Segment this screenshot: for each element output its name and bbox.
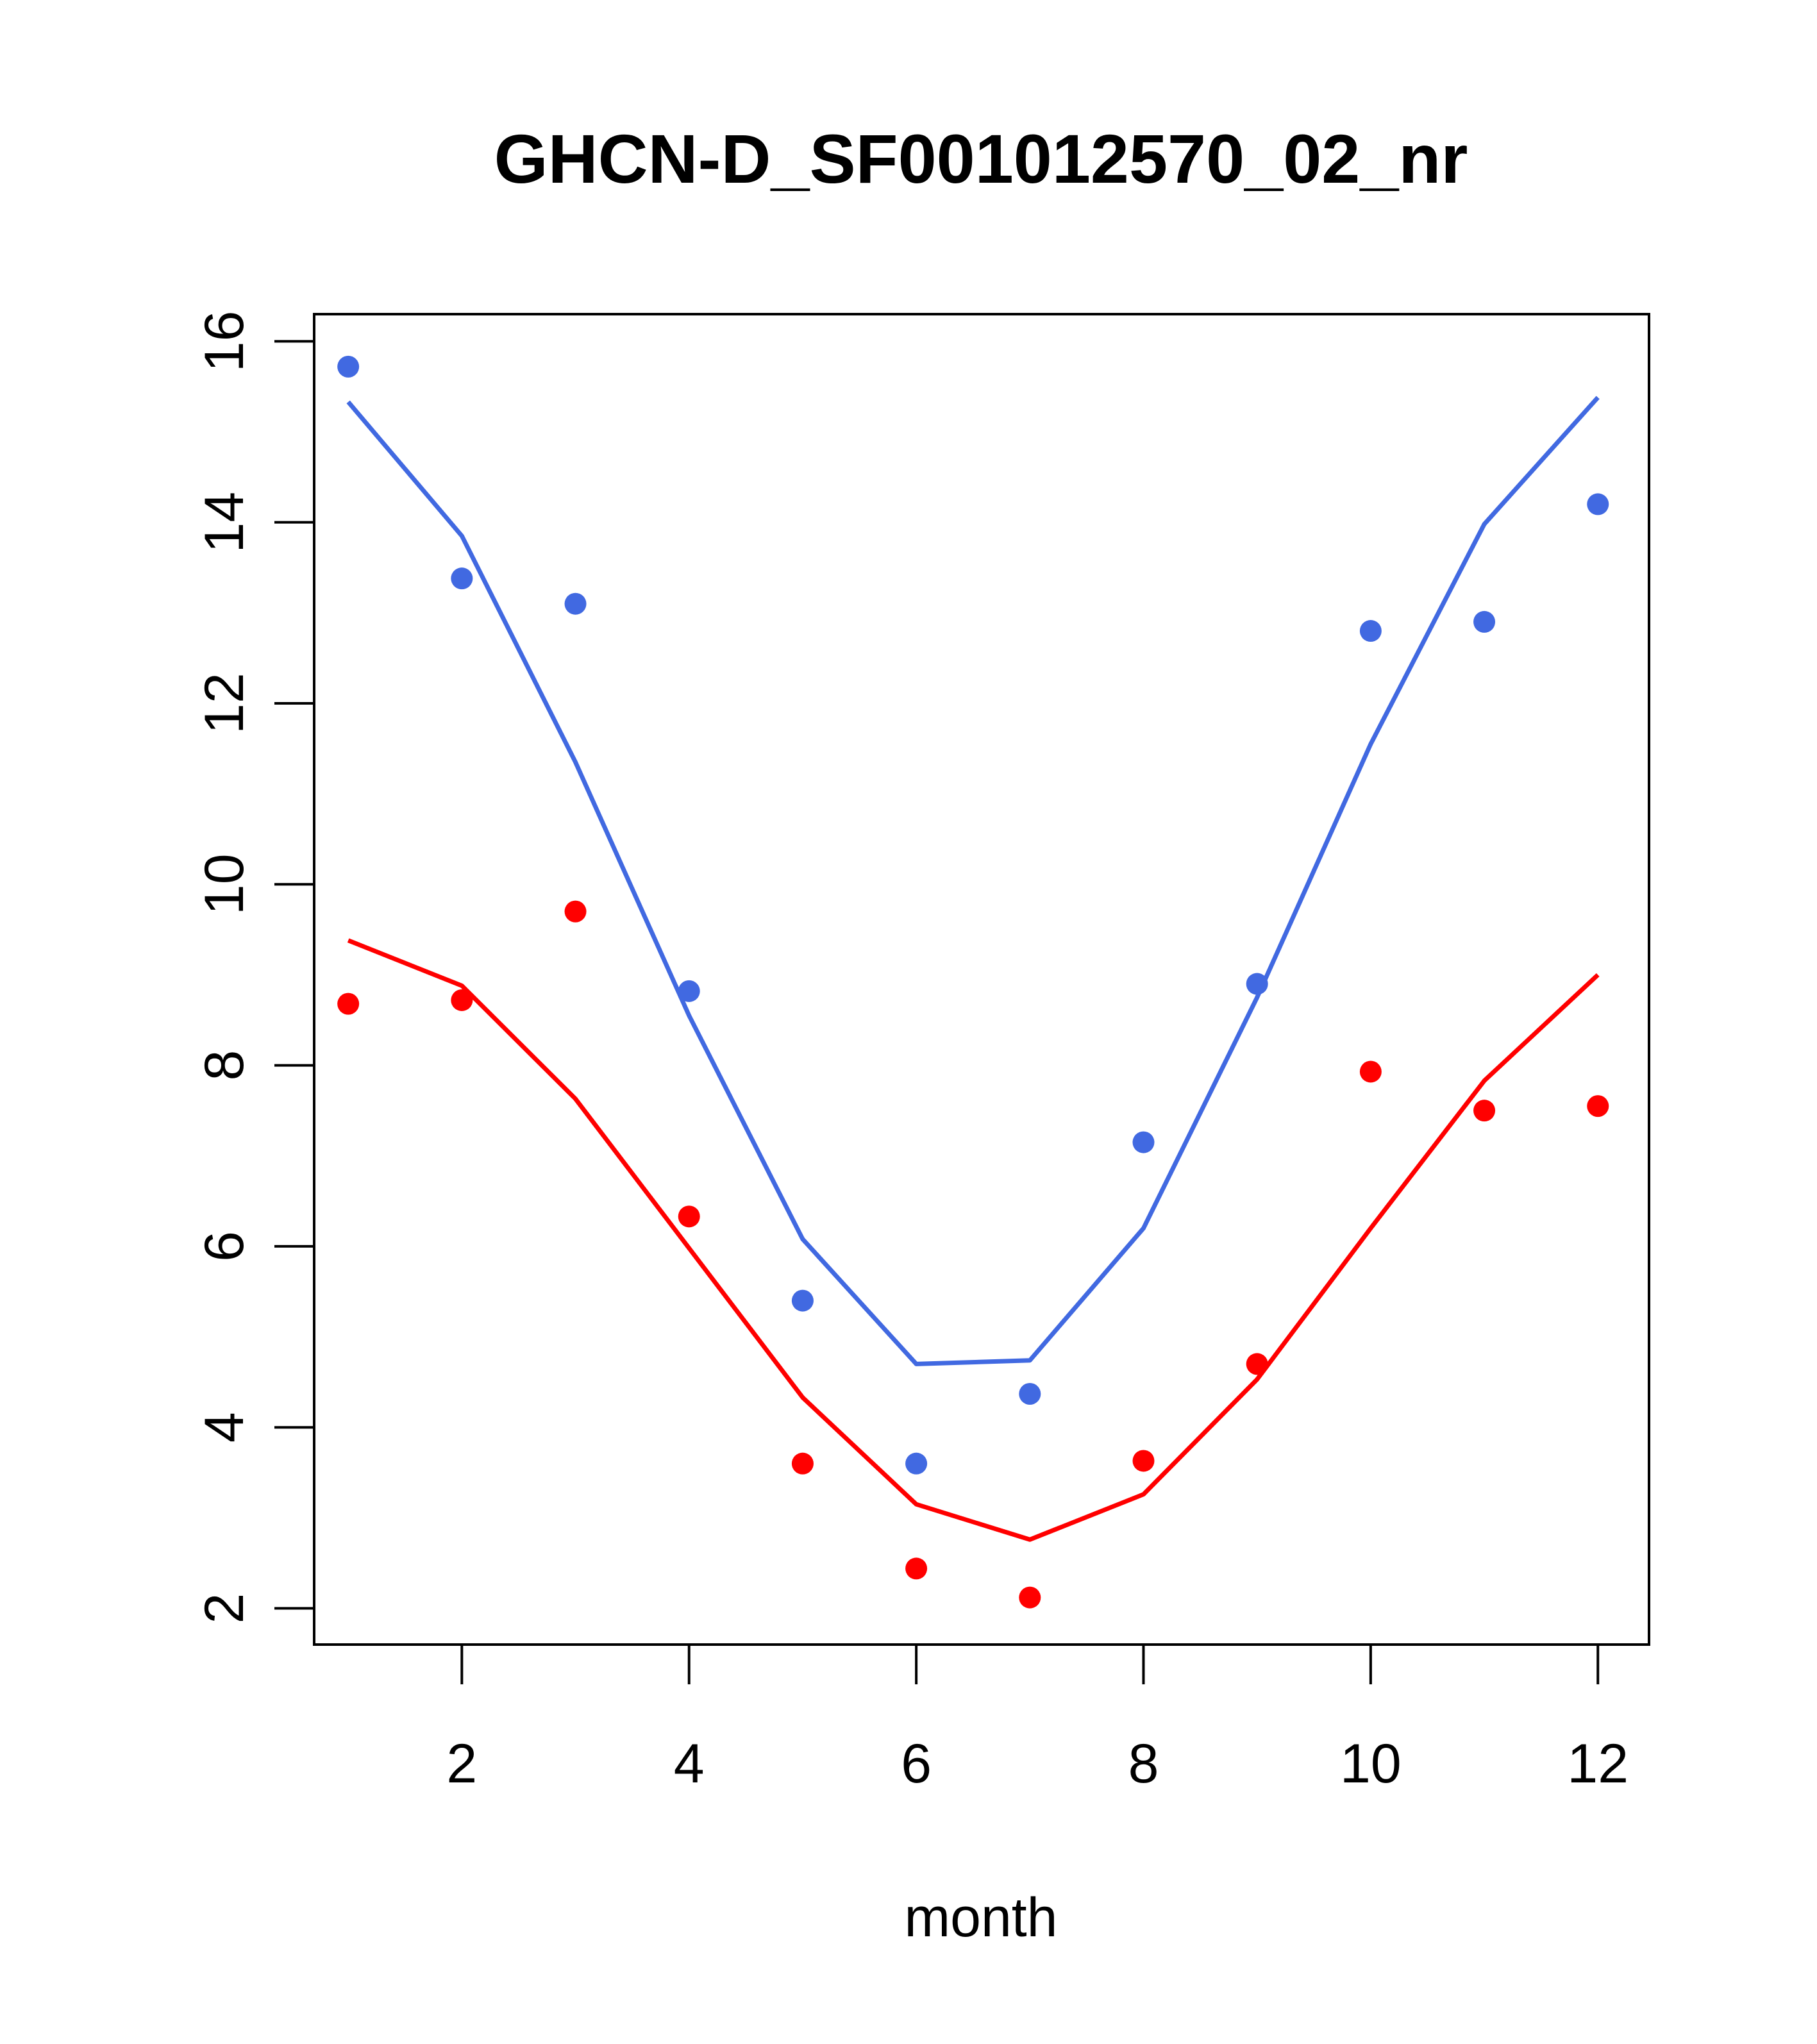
series-2-point-12 (1587, 1095, 1609, 1118)
x-tick-label-12: 12 (1567, 1733, 1629, 1795)
series-2-point-3 (564, 900, 587, 923)
y-tick-label-10: 10 (194, 853, 255, 915)
y-axis: 2 4 6 8 10 12 14 16 (194, 311, 314, 1624)
series-2-point-2 (451, 989, 473, 1011)
y-tick-label-4: 4 (194, 1412, 255, 1443)
series-1-point-8 (1132, 1131, 1155, 1153)
series-1 (337, 355, 1609, 1475)
series-2-point-10 (1359, 1060, 1382, 1083)
x-tick-label-6: 6 (901, 1733, 932, 1795)
series-1-point-4 (678, 980, 700, 1002)
chart-title: GHCN-D_SF001012570_02_nr (494, 120, 1468, 197)
series-2-point-8 (1132, 1450, 1155, 1472)
y-tick-label-8: 8 (194, 1050, 255, 1081)
series-1-point-10 (1359, 620, 1382, 642)
series-2-point-5 (791, 1452, 814, 1475)
series-1-point-9 (1246, 973, 1268, 995)
series-1-point-12 (1587, 493, 1609, 515)
series-1-point-11 (1473, 610, 1496, 633)
x-tick-label-10: 10 (1340, 1733, 1402, 1795)
series-2-point-11 (1473, 1100, 1496, 1122)
x-axis-label: month (904, 1887, 1057, 1948)
x-tick-label-8: 8 (1128, 1733, 1159, 1795)
series-2-point-7 (1019, 1586, 1041, 1609)
y-tick-label-12: 12 (194, 673, 255, 734)
series-1-point-3 (564, 592, 587, 615)
series-1-point-7 (1019, 1382, 1041, 1405)
series-2 (337, 900, 1609, 1609)
series-1-line (346, 396, 1600, 1366)
series-1-point-5 (791, 1289, 814, 1312)
series-layer (337, 355, 1609, 1609)
x-tick-label-2: 2 (446, 1733, 477, 1795)
plot-frame (313, 313, 1650, 1646)
series-2-line (347, 938, 1600, 1542)
y-tick-label-2: 2 (194, 1593, 255, 1624)
y-tick-label-14: 14 (194, 492, 255, 553)
series-1-point-1 (337, 355, 360, 378)
series-2-point-1 (337, 993, 360, 1015)
x-tick-label-4: 4 (674, 1733, 705, 1795)
y-tick-label-6: 6 (194, 1231, 255, 1262)
series-2-point-9 (1246, 1353, 1268, 1375)
series-2-point-6 (905, 1557, 928, 1580)
y-tick-label-16: 16 (194, 311, 255, 373)
series-1-point-6 (905, 1452, 928, 1475)
series-2-point-4 (678, 1205, 700, 1228)
series-1-point-2 (451, 567, 473, 590)
x-axis: 2 4 6 8 10 12 (446, 1645, 1629, 1795)
